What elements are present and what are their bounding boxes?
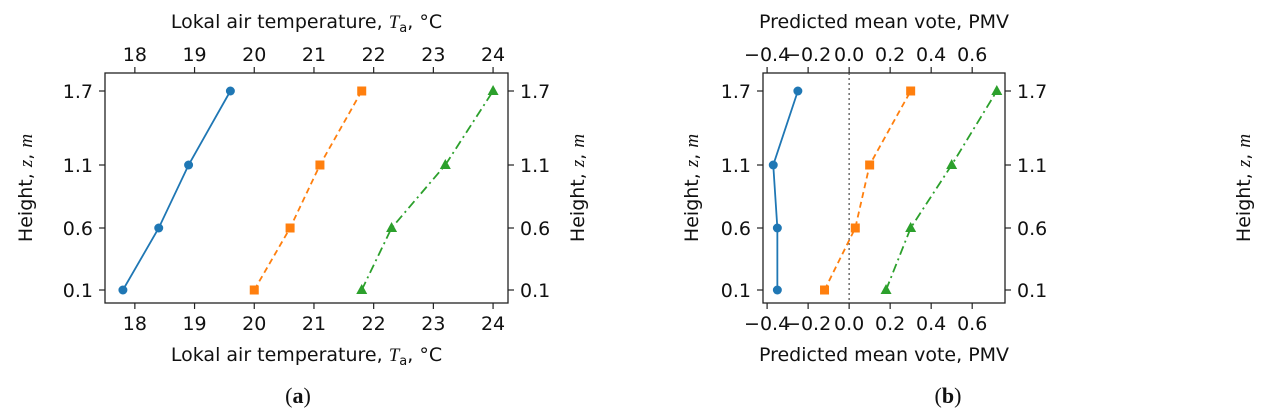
panel-b-x-tick-label-bottom: 0.4: [916, 313, 946, 335]
panel-b-series-3-point: [991, 85, 1003, 95]
panel-b-y-tick-label-right: 0.1: [1017, 280, 1047, 302]
panel-a-series-1-point: [225, 86, 235, 96]
panel-a-series-1-line: [122, 90, 232, 291]
panel-b-x-tick-label-bottom: −0.4: [744, 313, 790, 335]
panel-a-y-tick-label-right: 0.1: [520, 280, 550, 302]
panel-a-y-axis-label-left: Height, z, m: [15, 134, 37, 242]
panel-a-series-1-point: [118, 285, 128, 295]
panel-b-y-tick-label-left: 1.1: [721, 155, 751, 177]
panel-a-plot-frame: [104, 72, 509, 304]
panel-b-x-tick-label-bottom: 0.0: [834, 313, 864, 335]
panel-b-x-tick-label-top: 0.6: [957, 44, 987, 66]
panel-a-x-tick-label-bottom: 23: [421, 313, 445, 335]
panel-a-x-tick-label-top: 19: [182, 44, 206, 66]
panel-a-caption-label: (a): [285, 383, 311, 408]
panel-b-series-1-point: [772, 285, 782, 295]
panel-b-x-tick-label-top: 0.4: [916, 44, 946, 66]
panel-a-series-2-point: [357, 86, 367, 96]
panel-b-y-tick-label-right: 1.1: [1017, 155, 1047, 177]
panel-a-y-tick-label-right: 1.7: [520, 81, 550, 103]
panel-b-series-1-line: [772, 90, 799, 290]
panel-b-series-3-point: [905, 222, 917, 232]
panel-a-series-3-line: [360, 90, 494, 291]
panel-b-series-3-point: [880, 284, 892, 294]
panel-a-x-tick-label-bottom: 20: [242, 313, 266, 335]
panel-a-series-3-point: [487, 85, 499, 95]
panel-b-series-2-point: [820, 285, 830, 295]
panel-a-series-2-point: [315, 160, 325, 170]
panel-a-y-tick-label-left: 0.6: [63, 218, 93, 240]
panel-b-y-axis-label-left: Height, z, m: [681, 134, 703, 242]
panel-b-y-tick-label-right: 0.6: [1017, 218, 1047, 240]
panel-a-series-1-point: [154, 223, 164, 233]
panel-a-x-tick-label-bottom: 19: [182, 313, 206, 335]
panel-b-x-axis-label-top: Predicted mean vote, PMV: [759, 11, 1009, 33]
panel-a-y-tick-label-right: 1.1: [520, 155, 550, 177]
panel-a-series-3-point: [439, 159, 451, 169]
panel-a-x-axis-label-top: Lokal air temperature, Ta, °C: [171, 11, 442, 36]
panel-a-y-tick-label-left: 1.1: [63, 155, 93, 177]
panel-a-series-1-point: [184, 160, 194, 170]
panel-a-x-tick-label-bottom: 21: [302, 313, 326, 335]
panel-a-series-3-point: [386, 222, 398, 232]
panel-a-y-tick-label-left: 0.1: [63, 280, 93, 302]
panel-a-x-tick-label-top: 20: [242, 44, 266, 66]
panel-b-series-2-point: [906, 86, 916, 96]
panel-a-y-axis-label-right: Height, z, m: [567, 134, 589, 242]
panel-b-x-tick-label-top: 0.2: [875, 44, 905, 66]
panel-b-series-3-point: [946, 159, 958, 169]
panel-a-x-tick-label-top: 23: [421, 44, 445, 66]
panel-b-x-axis-label-bottom: Predicted mean vote, PMV: [759, 344, 1009, 366]
panel-b-series-1-point: [793, 86, 803, 96]
panel-b-series-2-point: [850, 223, 860, 233]
panel-a-x-tick-label-top: 22: [362, 44, 386, 66]
panel-b-series-1-point: [768, 160, 778, 170]
panel-b-x-tick-label-bottom: −0.2: [785, 313, 831, 335]
panel-a-x-tick-label-top: 21: [302, 44, 326, 66]
panel-a-x-tick-label-bottom: 22: [362, 313, 386, 335]
panel-b-series-3-line: [885, 90, 998, 291]
panel-b-x-tick-label-bottom: 0.6: [957, 313, 987, 335]
panel-a-x-tick-label-bottom: 18: [123, 313, 147, 335]
panel-a-x-axis-label-bottom: Lokal air temperature, Ta, °C: [171, 344, 442, 369]
panel-a-series-2-point: [249, 285, 259, 295]
panel-b-x-tick-label-top: −0.2: [785, 44, 831, 66]
panel-b-series-2-line: [823, 90, 912, 291]
panel-a-y-tick-label-right: 0.6: [520, 218, 550, 240]
panel-a-x-tick-label-top: 24: [481, 44, 505, 66]
panel-b-y-tick-label-left: 0.6: [721, 218, 751, 240]
panel-b-y-tick-label-left: 0.1: [721, 280, 751, 302]
panel-a-x-tick-label-bottom: 24: [481, 313, 505, 335]
panel-a-y-tick-label-left: 1.7: [63, 81, 93, 103]
panel-b-series-1-point: [772, 223, 782, 233]
panel-b-plot-frame: [762, 72, 1006, 304]
panel-a-series-2-point: [285, 223, 295, 233]
panel-b-y-tick-label-left: 1.7: [721, 81, 751, 103]
panel-b-x-tick-label-bottom: 0.2: [875, 313, 905, 335]
panel-b-caption-label: (b): [935, 383, 962, 408]
panel-b-series-2-point: [865, 160, 875, 170]
panel-a-series-2-line: [253, 90, 363, 291]
panel-b-y-axis-label-right: Height, z, m: [1233, 134, 1255, 242]
panel-a-x-tick-label-top: 18: [123, 44, 147, 66]
panel-b-x-tick-label-top: 0.0: [834, 44, 864, 66]
panel-a-series-3-point: [356, 284, 368, 294]
panel-b-x-tick-label-top: −0.4: [744, 44, 790, 66]
panel-b-y-tick-label-right: 1.7: [1017, 81, 1047, 103]
